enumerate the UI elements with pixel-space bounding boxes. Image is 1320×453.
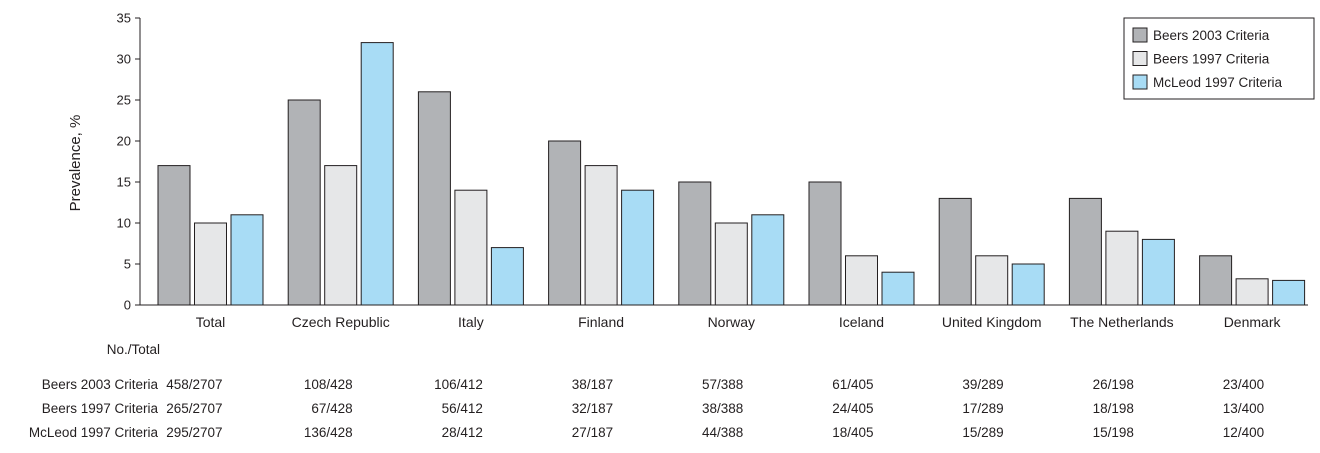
y-tick-label: 10 (117, 216, 131, 231)
table-cell: 39/289 (962, 377, 1003, 392)
bar (1199, 255, 1233, 306)
table-cell: 32/187 (572, 401, 613, 416)
bar (1105, 230, 1139, 306)
axes-layer: Total Czech Republic Italy Finland Norway Ice… (117, 11, 1308, 330)
bar (678, 181, 712, 306)
bar (975, 255, 1009, 306)
table-cell: 106/412 (434, 377, 483, 392)
legend-swatch (1132, 27, 1148, 43)
bar (287, 99, 321, 306)
bar (621, 189, 655, 306)
bar (417, 91, 451, 306)
x-tick-label: Total (196, 314, 226, 330)
table-cell: 15/198 (1093, 425, 1134, 440)
y-axis-title: Prevalence, % (67, 115, 84, 212)
table-cell: 23/400 (1223, 377, 1264, 392)
bar (584, 165, 618, 306)
table-cell: 18/198 (1093, 401, 1134, 416)
table-row-label: Beers 1997 Criteria (42, 401, 159, 416)
bar (751, 214, 785, 306)
x-tick-label: Italy (458, 314, 484, 330)
counts-table: No./Total Beers 2003 Criteria 458/2707 108… (29, 342, 1264, 440)
bar (490, 247, 524, 306)
x-tick-label: Iceland (839, 314, 884, 330)
bar (230, 214, 264, 306)
legend: Beers 2003 Criteria Beers 1997 Criteria Mc… (1123, 17, 1315, 100)
table-cell: 15/289 (962, 425, 1003, 440)
bar (194, 222, 227, 306)
bar (1141, 238, 1175, 306)
x-tick-label: The Netherlands (1070, 314, 1174, 330)
legend-label: McLeod 1997 Criteria (1153, 75, 1283, 90)
x-tick-label: Czech Republic (292, 314, 390, 330)
y-tick-label: 0 (124, 298, 131, 313)
table-cell: 67/428 (311, 401, 352, 416)
bar (548, 140, 582, 306)
table-header: No./Total (107, 342, 160, 357)
y-tick-label: 25 (117, 93, 131, 108)
x-tick-label: United Kingdom (942, 314, 1042, 330)
table-cell: 38/187 (572, 377, 613, 392)
y-tick-label: 20 (117, 134, 131, 149)
x-tick-label: Denmark (1224, 314, 1282, 330)
table-cell: 56/412 (442, 401, 483, 416)
table-cell: 24/405 (832, 401, 873, 416)
bars-layer (157, 42, 1306, 306)
bar (324, 165, 358, 306)
bar (714, 222, 748, 306)
table-cell: 136/428 (304, 425, 353, 440)
bar (938, 197, 972, 306)
table-cell: 26/198 (1093, 377, 1134, 392)
table-cell: 17/289 (962, 401, 1003, 416)
bar (157, 165, 191, 306)
table-cell: 38/388 (702, 401, 743, 416)
table-cell: 44/388 (702, 425, 743, 440)
y-tick-label: 15 (117, 175, 131, 190)
bar (1011, 263, 1045, 306)
table-cell: 12/400 (1223, 425, 1264, 440)
legend-label: Beers 2003 Criteria (1153, 28, 1270, 43)
legend-swatch (1132, 74, 1148, 90)
table-row-label: Beers 2003 Criteria (42, 377, 159, 392)
bar (808, 181, 842, 306)
table-cell: 27/187 (572, 425, 613, 440)
table-cell: 265/2707 (166, 401, 222, 416)
legend-box (1123, 17, 1315, 100)
table-cell: 57/388 (702, 377, 743, 392)
table-cell: 18/405 (832, 425, 873, 440)
bar (1235, 278, 1269, 306)
y-tick-label: 30 (117, 52, 131, 67)
y-tick-label: 35 (117, 11, 131, 26)
table-cell: 61/405 (832, 377, 873, 392)
table-cell: 108/428 (304, 377, 353, 392)
legend-label: Beers 1997 Criteria (1153, 52, 1270, 67)
bar (1068, 197, 1102, 306)
bar (454, 189, 488, 306)
bar (1272, 279, 1306, 306)
bar (881, 271, 915, 306)
table-cell: 28/412 (442, 425, 483, 440)
x-tick-label: Norway (708, 314, 755, 330)
table-cell: 295/2707 (166, 425, 222, 440)
bar (845, 255, 878, 306)
legend-swatch (1132, 51, 1148, 66)
table-cell: 458/2707 (166, 377, 222, 392)
table-cell: 13/400 (1223, 401, 1264, 416)
table-row-label: McLeod 1997 Criteria (29, 425, 159, 440)
y-tick-label: 5 (124, 257, 131, 272)
bar (360, 42, 394, 306)
x-tick-label: Finland (578, 314, 624, 330)
